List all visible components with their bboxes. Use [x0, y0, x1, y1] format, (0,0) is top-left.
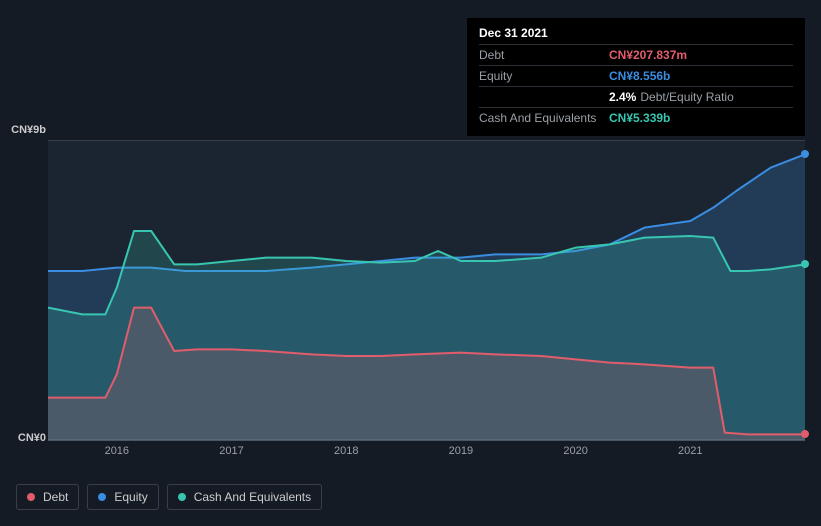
tooltip-row: DebtCN¥207.837m — [479, 44, 793, 65]
legend-item-equity[interactable]: Equity — [87, 484, 158, 510]
legend: Debt Equity Cash And Equivalents — [16, 484, 322, 510]
legend-label: Equity — [114, 490, 147, 504]
x-tick: 2021 — [678, 445, 702, 457]
tooltip-date: Dec 31 2021 — [479, 26, 793, 44]
tooltip-row-value: CN¥8.556b — [609, 69, 670, 83]
x-tick: 2016 — [105, 445, 129, 457]
tooltip-row-label: Cash And Equivalents — [479, 111, 609, 125]
legend-dot-icon — [178, 493, 186, 501]
tooltip-row-label: Equity — [479, 69, 609, 83]
chart: CN¥9b CN¥0 2016 2017 2018 2019 2020 2021 — [0, 120, 821, 460]
x-tick: 2019 — [449, 445, 473, 457]
x-tick: 2017 — [219, 445, 243, 457]
tooltip-row: Cash And EquivalentsCN¥5.339b — [479, 107, 793, 128]
legend-item-cash-and-equivalents[interactable]: Cash And Equivalents — [167, 484, 322, 510]
plot-svg — [48, 141, 805, 441]
end-dot-cash-and-equivalents — [801, 260, 809, 268]
tooltip-row-value: 2.4%Debt/Equity Ratio — [609, 90, 734, 104]
legend-dot-icon — [27, 493, 35, 501]
y-axis-label-top: CN¥9b — [0, 124, 46, 136]
tooltip-row-value: CN¥207.837m — [609, 48, 687, 62]
legend-item-debt[interactable]: Debt — [16, 484, 79, 510]
tooltip-row: EquityCN¥8.556b — [479, 65, 793, 86]
x-axis: 2016 2017 2018 2019 2020 2021 — [48, 445, 805, 465]
legend-dot-icon — [98, 493, 106, 501]
tooltip-row-label: Debt — [479, 48, 609, 62]
legend-label: Cash And Equivalents — [194, 490, 311, 504]
tooltip: Dec 31 2021 DebtCN¥207.837mEquityCN¥8.55… — [467, 18, 805, 136]
tooltip-row-suffix: Debt/Equity Ratio — [640, 90, 733, 104]
tooltip-row-value: CN¥5.339b — [609, 111, 670, 125]
end-dot-debt — [801, 430, 809, 438]
y-axis-label-bottom: CN¥0 — [0, 432, 46, 444]
tooltip-row: 2.4%Debt/Equity Ratio — [479, 86, 793, 107]
tooltip-row-label — [479, 90, 609, 104]
plot-area — [48, 140, 805, 440]
x-tick: 2020 — [563, 445, 587, 457]
end-dot-equity — [801, 150, 809, 158]
x-tick: 2018 — [334, 445, 358, 457]
legend-label: Debt — [43, 490, 68, 504]
